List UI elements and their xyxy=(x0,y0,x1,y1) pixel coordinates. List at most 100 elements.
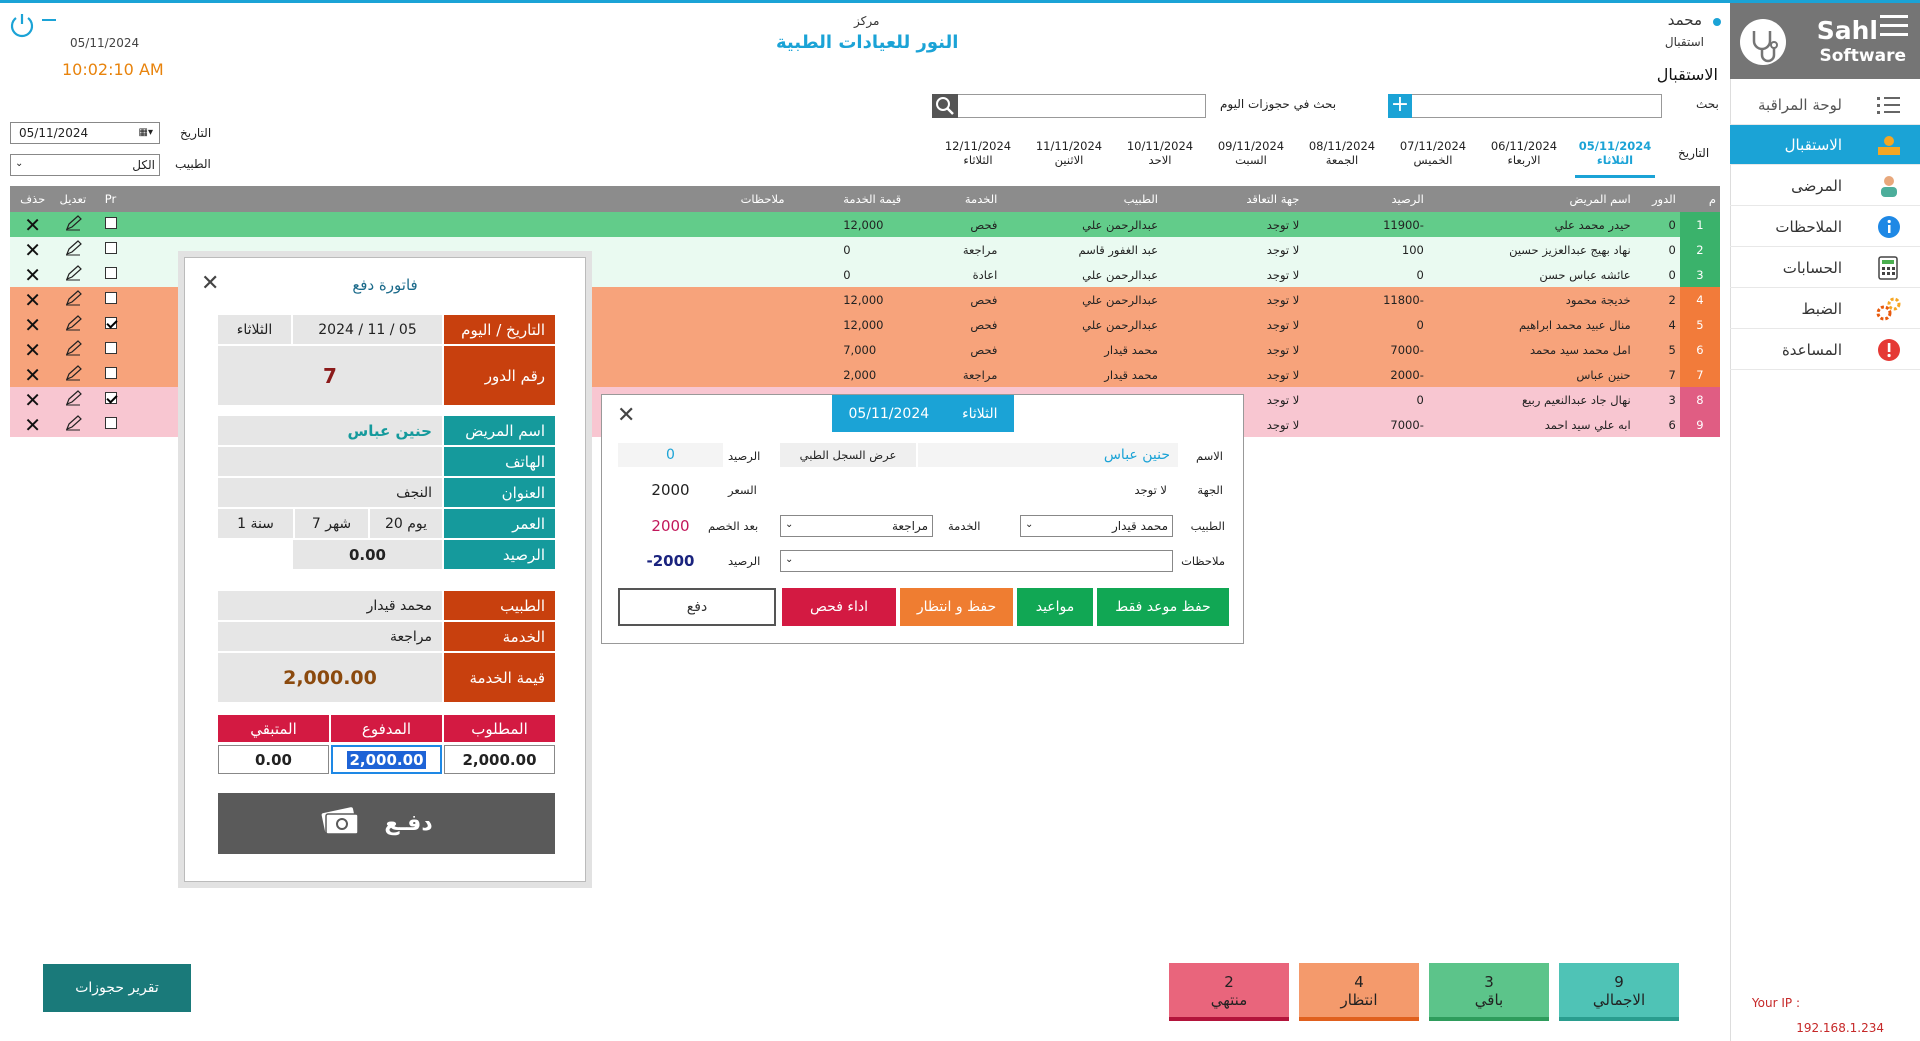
booking-balance2-value: -2000 xyxy=(646,552,695,570)
date-tab-6[interactable]: 11/11/2024 الاثنين xyxy=(1035,139,1103,167)
delete-x-icon[interactable]: ✕ xyxy=(24,237,42,262)
edit-pencil-icon[interactable] xyxy=(64,215,82,234)
sidebar-item-accounts[interactable]: الحسابات xyxy=(1730,248,1920,288)
calendar-icon[interactable]: ▦▾ xyxy=(138,127,153,138)
invoice-paid-input[interactable]: 2,000.00 xyxy=(331,745,442,774)
booking-doctor-value: محمد قيدار xyxy=(1111,519,1168,533)
cell-edit xyxy=(55,412,91,437)
cell-n: 9 xyxy=(1679,412,1720,437)
invoice-address-value: النجف xyxy=(218,478,442,507)
close-icon[interactable]: ✕ xyxy=(617,403,636,428)
edit-pencil-icon[interactable] xyxy=(64,240,82,259)
print-checkbox[interactable] xyxy=(104,367,117,379)
invoice-phone-value xyxy=(218,447,442,476)
cell-delete: ✕ xyxy=(10,337,56,362)
print-checkbox[interactable] xyxy=(104,317,117,329)
power-icon[interactable] xyxy=(8,11,36,39)
stat-finished-label: منتهي xyxy=(1210,991,1248,1009)
date-tab-5[interactable]: 10/11/2024 الاحد xyxy=(1126,139,1194,167)
print-checkbox[interactable] xyxy=(104,267,117,279)
print-checkbox[interactable] xyxy=(104,292,117,304)
cell-n: 7 xyxy=(1679,362,1720,387)
cell-name: نهال جاد عبدالنعيم ربيع xyxy=(1433,387,1635,412)
delete-x-icon[interactable]: ✕ xyxy=(24,312,42,337)
date-tab-0[interactable]: 05/11/2024 الثلاثاء xyxy=(1578,139,1652,167)
sidebar-item-patients[interactable]: المرضى xyxy=(1730,166,1920,206)
delete-x-icon[interactable]: ✕ xyxy=(24,362,42,387)
header-date: 05/11/2024 xyxy=(70,36,140,50)
edit-pencil-icon[interactable] xyxy=(64,340,82,359)
edit-pencil-icon[interactable] xyxy=(64,290,82,309)
search-icon[interactable] xyxy=(932,94,958,118)
booking-notes-select[interactable]: ⌄ xyxy=(780,550,1173,572)
table-row[interactable]: 6 5 امل محمد سيد محمد -7000 لا توجد محمد قيدا… xyxy=(10,337,1720,362)
edit-pencil-icon[interactable] xyxy=(64,365,82,384)
edit-pencil-icon[interactable] xyxy=(64,390,82,409)
header-clock: 10:02:10 AM xyxy=(62,60,164,79)
delete-x-icon[interactable]: ✕ xyxy=(24,337,42,362)
page-title: الاستقبال xyxy=(1656,65,1718,84)
invoice-balance-value: 0.00 xyxy=(293,540,442,569)
sidebar-item-dashboard[interactable]: لوحة المراقبة xyxy=(1730,85,1920,125)
hamburger-menu-icon[interactable] xyxy=(1880,15,1908,37)
cell-service: فحص xyxy=(921,212,1073,237)
print-checkbox[interactable] xyxy=(104,242,117,254)
delete-x-icon[interactable]: ✕ xyxy=(24,287,42,312)
date-tab-4[interactable]: 09/11/2024 السبت xyxy=(1217,139,1285,167)
delete-x-icon[interactable]: ✕ xyxy=(24,262,42,287)
search-input[interactable] xyxy=(1388,94,1662,118)
date-tab-3[interactable]: 08/11/2024 الجمعة xyxy=(1308,139,1376,167)
cell-turn: 7 xyxy=(1634,362,1680,387)
save-and-wait-button[interactable]: حفظ و انتظار xyxy=(900,588,1013,626)
stat-finished[interactable]: 2 منتهي xyxy=(1169,963,1289,1021)
minimize-icon[interactable] xyxy=(42,19,56,21)
delete-x-icon[interactable]: ✕ xyxy=(24,412,42,437)
date-tab-1[interactable]: 06/11/2024 الاربعاء xyxy=(1490,139,1558,167)
cell-delete: ✕ xyxy=(10,312,56,337)
edit-pencil-icon[interactable] xyxy=(64,415,82,434)
stat-total[interactable]: 9 الاجمالي xyxy=(1559,963,1679,1021)
print-checkbox[interactable] xyxy=(104,342,117,354)
sidebar-item-notes[interactable]: الملاحظات xyxy=(1730,207,1920,247)
close-icon[interactable]: ✕ xyxy=(201,271,220,296)
date-tab-2[interactable]: 07/11/2024 الخميس xyxy=(1399,139,1467,167)
edit-pencil-icon[interactable] xyxy=(64,315,82,334)
date-tab-7[interactable]: 12/11/2024 الثلاثاء xyxy=(944,139,1012,167)
invoice-day-value: الثلاثاء xyxy=(218,315,291,344)
cell-edit xyxy=(55,287,91,312)
cell-pr xyxy=(90,262,131,287)
cell-name: نهاد بهيج عبدالعزيز حسين xyxy=(1433,237,1635,262)
stat-waiting[interactable]: 4 انتظار xyxy=(1299,963,1419,1021)
today-search-label: بحث في حجوزات اليوم xyxy=(1220,97,1337,111)
delete-x-icon[interactable]: ✕ xyxy=(24,387,42,412)
booking-service-select[interactable]: مراجعة ⌄ xyxy=(780,515,933,537)
today-search-input[interactable] xyxy=(932,94,1206,118)
sidebar-item-settings[interactable]: الضبط xyxy=(1730,289,1920,329)
chevron-down-icon: ⌄ xyxy=(1025,519,1034,530)
print-checkbox[interactable] xyxy=(104,417,117,429)
sidebar-item-help[interactable]: المساعدة xyxy=(1730,330,1920,370)
delete-x-icon[interactable]: ✕ xyxy=(24,212,42,237)
invoice-date-value: 2024 / 11 / 05 xyxy=(293,315,442,344)
edit-pencil-icon[interactable] xyxy=(64,265,82,284)
invoice-pay-button[interactable]: دفـع xyxy=(218,793,555,854)
stat-remaining[interactable]: 3 باقي xyxy=(1429,963,1549,1021)
print-checkbox[interactable] xyxy=(104,392,117,404)
booking-pay-button[interactable]: دفع xyxy=(618,588,776,626)
add-icon[interactable]: + xyxy=(1388,94,1412,118)
filter-doctor-select[interactable]: الكل ⌄ xyxy=(10,154,160,176)
medical-record-button[interactable]: عرض السجل الطبي xyxy=(780,443,916,467)
bookings-report-button[interactable]: تقرير حجوزات xyxy=(43,964,191,1012)
perform-exam-button[interactable]: اداء فحص xyxy=(782,588,896,626)
appointments-button[interactable]: مواعيد xyxy=(1017,588,1093,626)
table-row[interactable]: 1 0 حيدر محمد علي -11900 لا توجد عبدالرحمن عل… xyxy=(10,212,1720,237)
cell-service: فحص xyxy=(921,337,1073,362)
booking-doctor-select[interactable]: محمد قيدار ⌄ xyxy=(1020,515,1173,537)
col-header-turn: الدور xyxy=(1634,186,1680,212)
filter-date-picker[interactable]: 05/11/2024 ▦▾ xyxy=(10,122,160,144)
save-appointment-only-button[interactable]: حفظ موعد فقط xyxy=(1097,588,1229,626)
booking-name-value: حنين عباس xyxy=(918,443,1178,467)
ip-value: 192.168.1.234 xyxy=(1796,1021,1884,1035)
sidebar-item-reception[interactable]: الاستقبال xyxy=(1730,125,1920,165)
print-checkbox[interactable] xyxy=(104,217,117,229)
